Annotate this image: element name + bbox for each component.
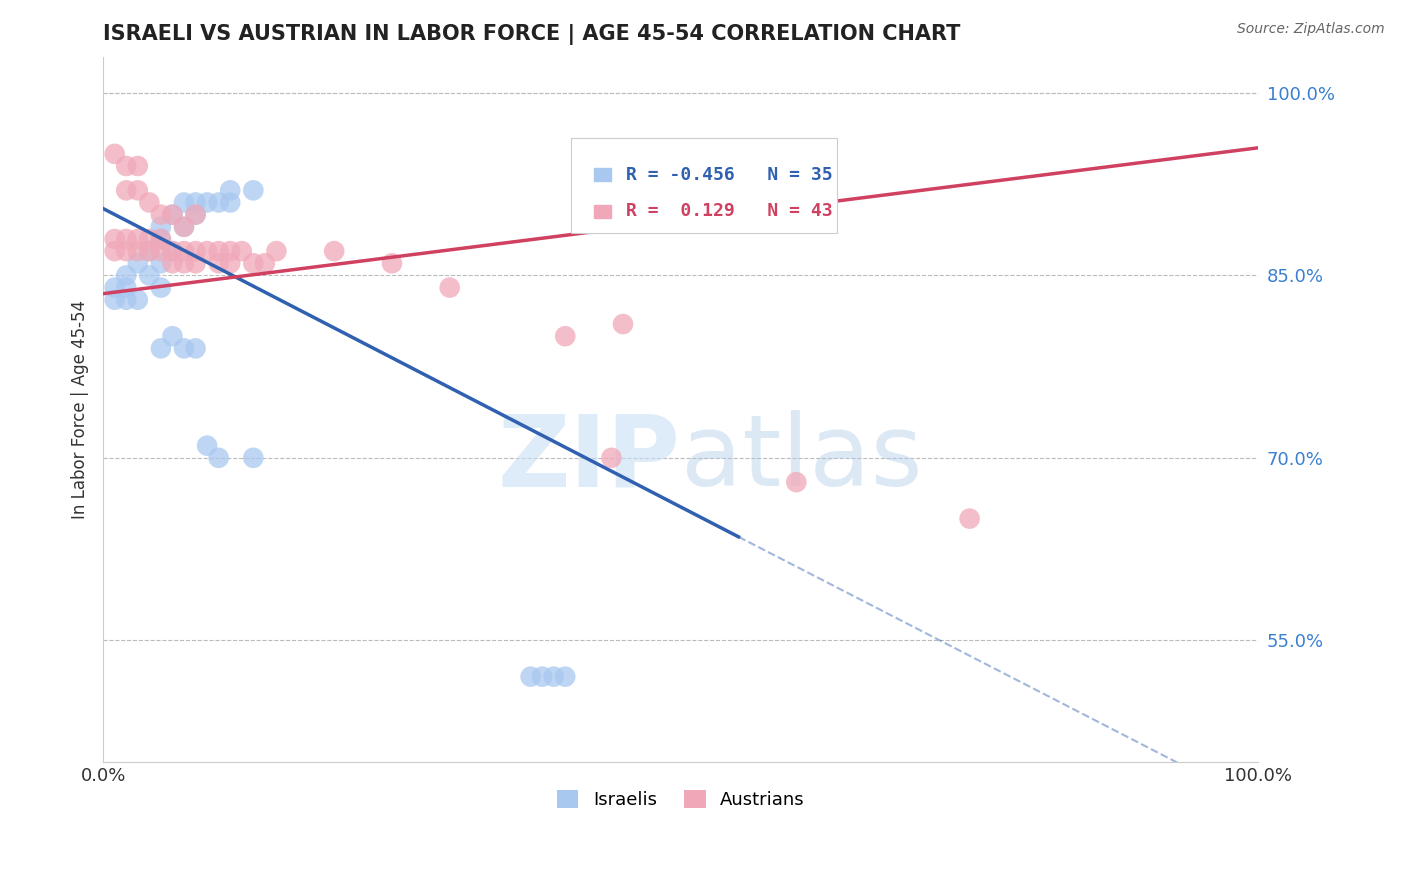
Text: atlas: atlas [681, 410, 922, 507]
Point [381, 256, 404, 270]
Point [242, 450, 264, 465]
Point [543, 670, 565, 684]
Point [149, 256, 172, 270]
Point [184, 342, 207, 356]
Point [127, 159, 149, 173]
Point [195, 439, 218, 453]
Point [127, 293, 149, 307]
FancyBboxPatch shape [571, 137, 837, 233]
Point [162, 256, 184, 270]
Point [173, 342, 195, 356]
Point [149, 280, 172, 294]
Point [162, 208, 184, 222]
Point [184, 244, 207, 259]
Point [104, 232, 127, 246]
Point [138, 244, 160, 259]
Point [115, 293, 138, 307]
Point [104, 244, 127, 259]
Point [531, 670, 554, 684]
Point [785, 475, 807, 490]
Point [219, 256, 242, 270]
Point [104, 280, 127, 294]
Text: R =  0.129   N = 43: R = 0.129 N = 43 [627, 202, 834, 220]
Point [195, 195, 218, 210]
Point [115, 268, 138, 283]
Point [184, 256, 207, 270]
Point [104, 146, 127, 161]
Point [242, 183, 264, 197]
Bar [595, 205, 610, 218]
Point [519, 670, 541, 684]
Point [184, 208, 207, 222]
Point [173, 244, 195, 259]
Point [162, 208, 184, 222]
Point [323, 244, 346, 259]
Point [149, 232, 172, 246]
Point [115, 280, 138, 294]
Point [138, 195, 160, 210]
Point [208, 195, 231, 210]
Point [104, 293, 127, 307]
Point [173, 219, 195, 234]
Point [162, 329, 184, 343]
Point [439, 280, 461, 294]
Point [149, 244, 172, 259]
Point [219, 244, 242, 259]
Point [162, 244, 184, 259]
Bar [595, 169, 610, 181]
Text: ISRAELI VS AUSTRIAN IN LABOR FORCE | AGE 45-54 CORRELATION CHART: ISRAELI VS AUSTRIAN IN LABOR FORCE | AGE… [103, 24, 960, 45]
Point [149, 208, 172, 222]
Point [127, 183, 149, 197]
Point [208, 450, 231, 465]
Point [149, 342, 172, 356]
Point [115, 159, 138, 173]
Point [115, 183, 138, 197]
Point [138, 244, 160, 259]
Point [219, 195, 242, 210]
Point [127, 244, 149, 259]
Point [195, 244, 218, 259]
Point [554, 670, 576, 684]
Text: ZIP: ZIP [498, 410, 681, 507]
Point [173, 195, 195, 210]
Point [184, 195, 207, 210]
Point [554, 329, 576, 343]
Point [208, 244, 231, 259]
Point [253, 256, 276, 270]
Point [184, 208, 207, 222]
Point [600, 450, 623, 465]
Point [115, 232, 138, 246]
Point [149, 219, 172, 234]
Point [115, 244, 138, 259]
Y-axis label: In Labor Force | Age 45-54: In Labor Force | Age 45-54 [72, 300, 89, 518]
Point [208, 256, 231, 270]
Point [242, 256, 264, 270]
Point [219, 183, 242, 197]
Point [149, 232, 172, 246]
Point [162, 244, 184, 259]
Text: Source: ZipAtlas.com: Source: ZipAtlas.com [1237, 22, 1385, 37]
Point [127, 256, 149, 270]
Point [127, 232, 149, 246]
Point [266, 244, 288, 259]
Point [231, 244, 253, 259]
Point [612, 317, 634, 331]
Point [173, 256, 195, 270]
Text: R = -0.456   N = 35: R = -0.456 N = 35 [627, 166, 834, 184]
Point [173, 219, 195, 234]
Legend: Israelis, Austrians: Israelis, Austrians [550, 782, 813, 816]
Point [138, 268, 160, 283]
Point [959, 511, 981, 525]
Point [138, 232, 160, 246]
